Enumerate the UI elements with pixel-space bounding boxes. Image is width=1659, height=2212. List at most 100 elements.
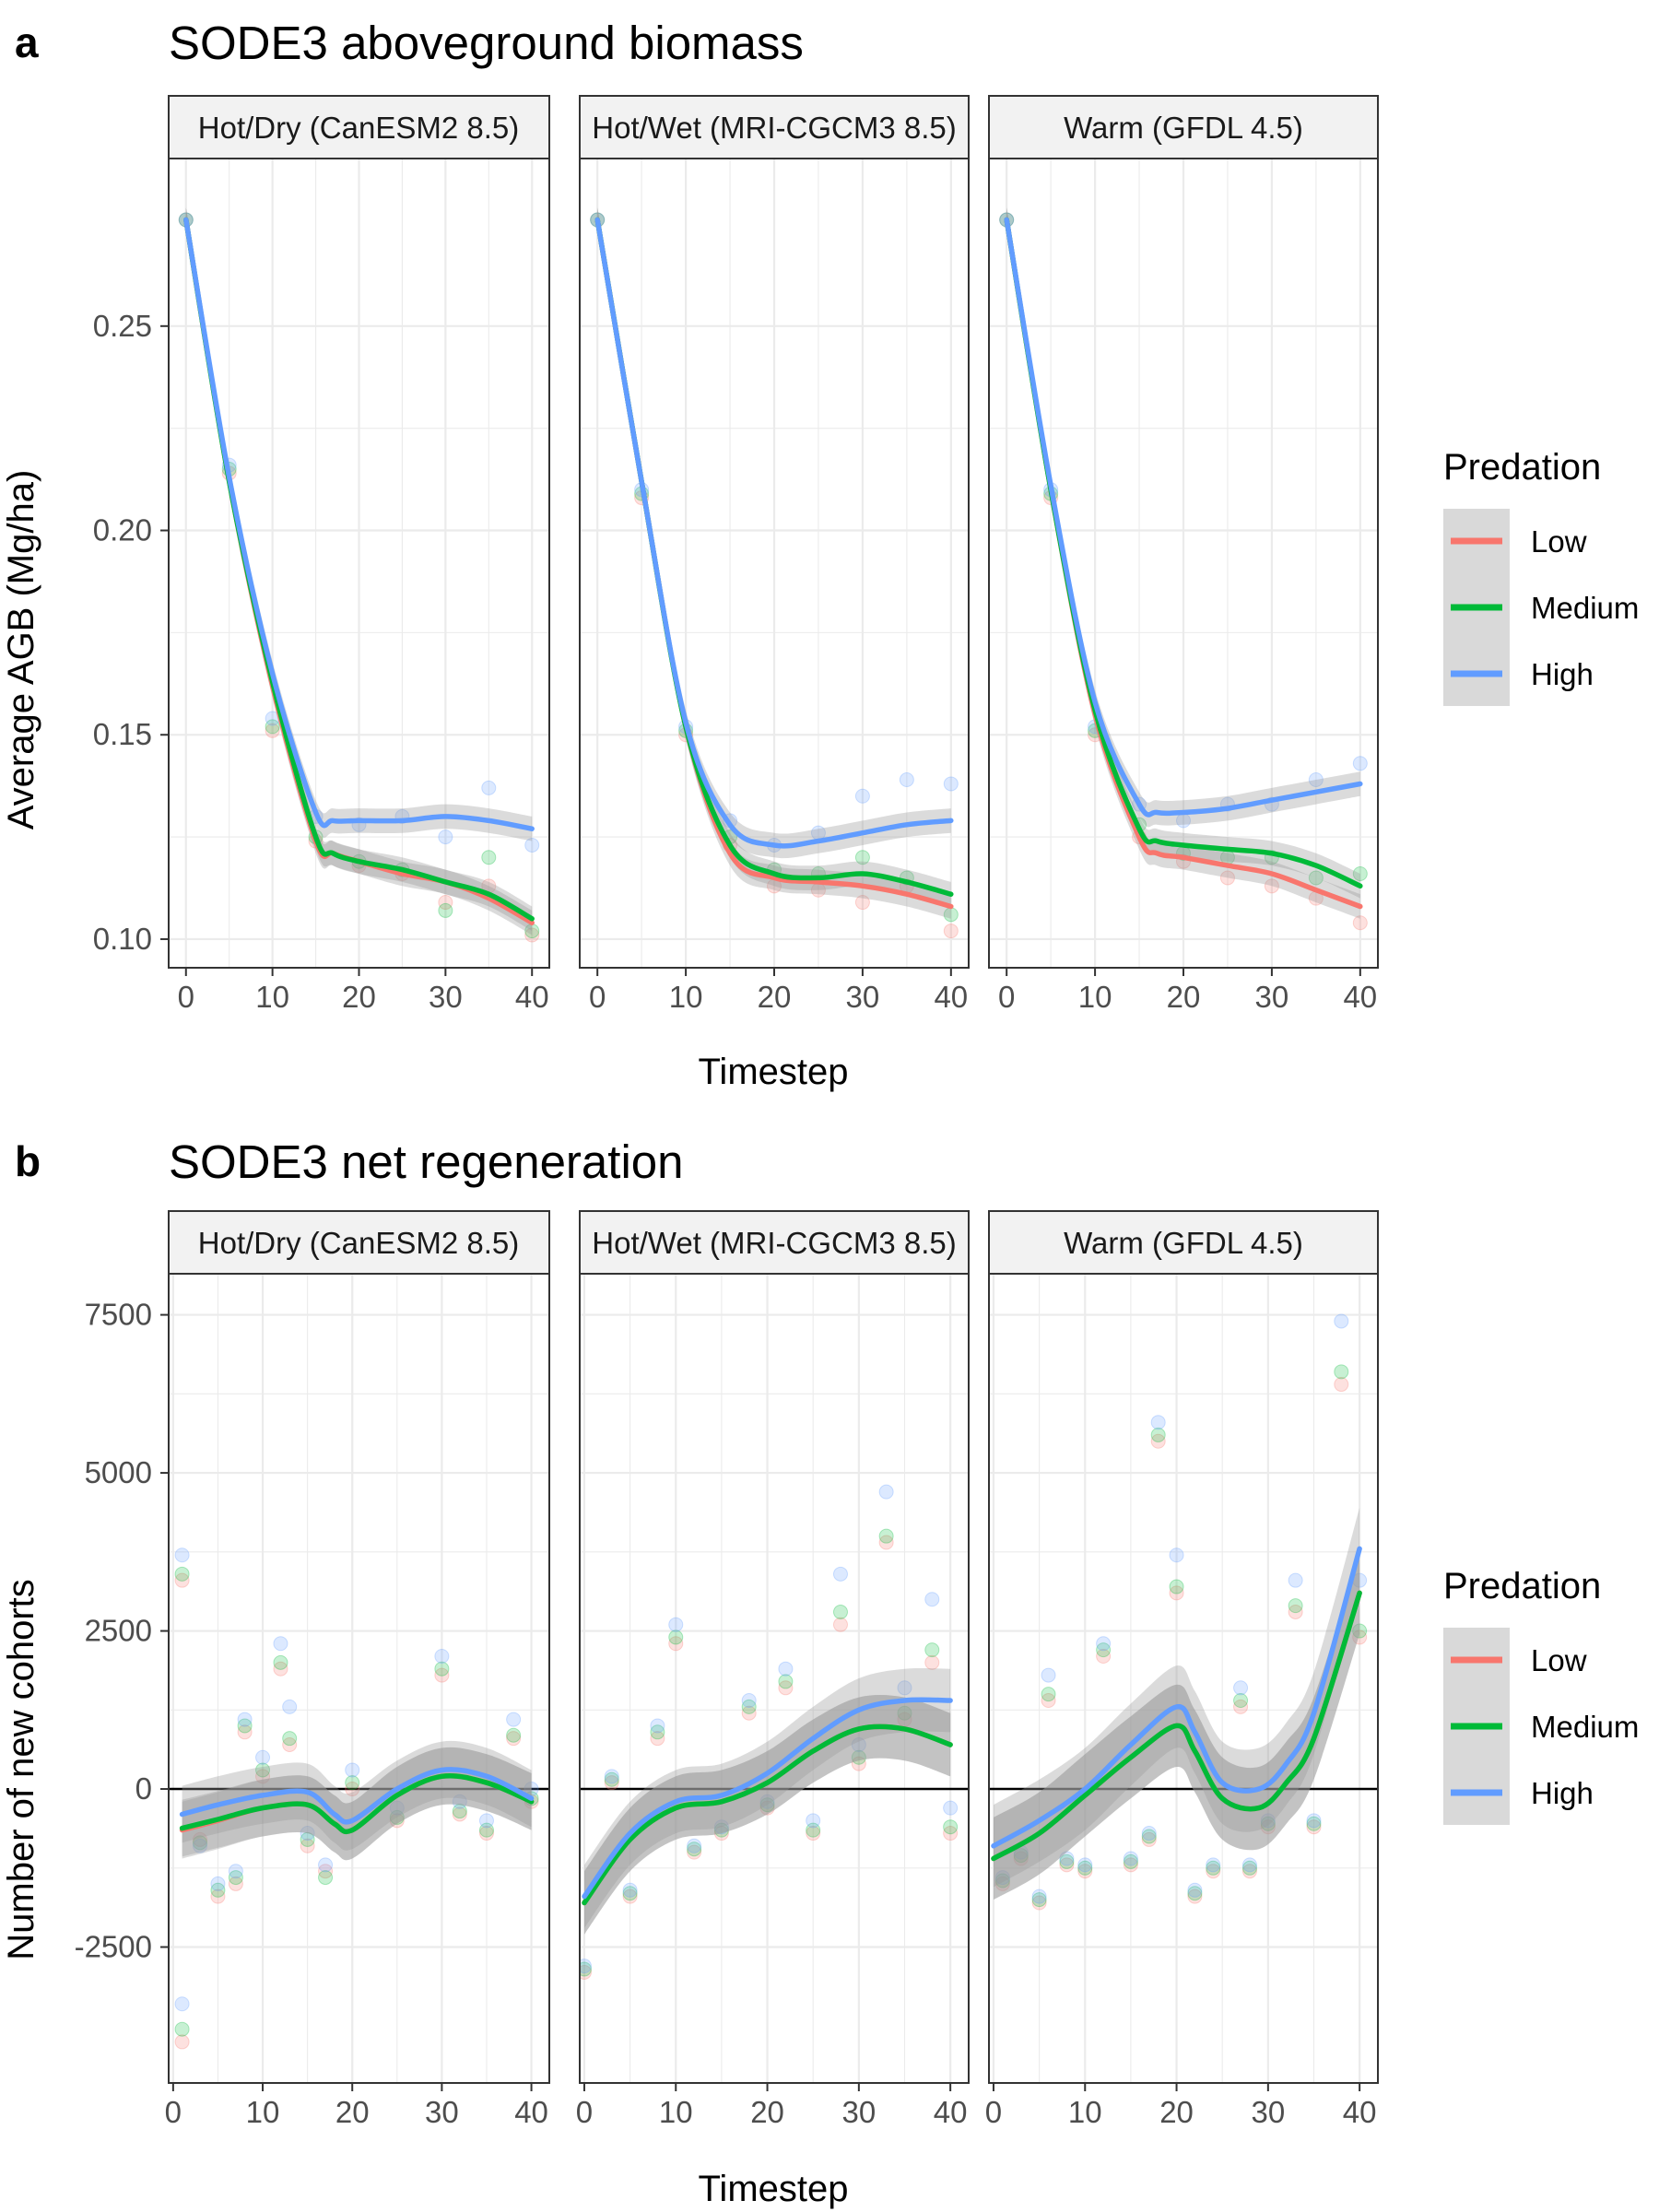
data-point-medium xyxy=(897,1705,912,1721)
data-point-low xyxy=(452,1806,467,1822)
data-point-low xyxy=(851,1756,866,1771)
data-point-medium xyxy=(434,1661,450,1677)
data-point-low xyxy=(650,1731,665,1747)
data-point-high xyxy=(1206,1857,1221,1873)
data-point-low xyxy=(1031,1895,1047,1911)
facet-panel-a-hot-dry: Hot/Dry (CanESM2 8.5) 0 10 20 30 40 xyxy=(168,95,550,1014)
y-tick-label: 0.15 xyxy=(93,717,152,751)
data-point-low xyxy=(265,723,280,738)
data-point-high xyxy=(1041,1667,1056,1683)
data-point-low xyxy=(1013,1851,1029,1866)
x-axis-title-a: Timestep xyxy=(698,1052,848,1092)
data-point-high xyxy=(994,1870,1010,1886)
data-point-high xyxy=(1169,1547,1184,1563)
x-tick-label: 30 xyxy=(846,980,880,1014)
legend-label-low: Low xyxy=(1531,1643,1587,1677)
y-axis-b: -2500 0 2500 5000 7500 xyxy=(75,1298,169,1964)
confidence-band-medium xyxy=(584,1694,951,1935)
data-point-low xyxy=(210,1888,226,1904)
gridlines xyxy=(169,1274,549,2083)
facet-panel-a-warm: Warm (GFDL 4.5) 0 10 20 30 40 xyxy=(988,95,1379,1014)
plot-content xyxy=(999,207,1368,931)
gridlines xyxy=(989,1274,1378,2083)
legend-label-medium: Medium xyxy=(1531,591,1639,625)
data-point-high xyxy=(878,1484,894,1500)
y-tick-label: 0.10 xyxy=(93,922,152,956)
data-point-medium xyxy=(282,1731,298,1747)
data-point-medium xyxy=(994,1873,1010,1888)
x-tick-label: 40 xyxy=(515,980,549,1014)
data-point-medium xyxy=(1031,1892,1047,1908)
data-point-low xyxy=(806,1826,821,1841)
facet-strip-background xyxy=(168,95,550,159)
data-point-low xyxy=(897,1712,912,1727)
data-point-medium xyxy=(943,1819,959,1835)
data-point-high xyxy=(1096,1636,1112,1652)
data-point-high xyxy=(452,1794,467,1809)
data-point-medium xyxy=(174,1566,190,1582)
x-tick-label: 0 xyxy=(178,980,194,1014)
x-tick-label: 30 xyxy=(1251,2095,1285,2129)
legend-item-high: High xyxy=(1443,640,1594,706)
points-medium xyxy=(174,1566,539,2037)
data-point-high xyxy=(174,1547,190,1563)
data-point-high xyxy=(924,1592,940,1607)
legend-item-low: Low xyxy=(1443,509,1587,573)
series-line-medium xyxy=(582,1724,953,1906)
data-point-high xyxy=(854,788,870,804)
points-medium xyxy=(994,1364,1368,1908)
data-point-high xyxy=(434,1648,450,1664)
data-point-medium xyxy=(1123,1853,1138,1869)
legend-label-high: High xyxy=(1531,657,1594,691)
data-point-medium xyxy=(1169,1579,1184,1594)
facet-panel-b-hot-dry: Hot/Dry (CanESM2 8.5) 0 10 20 30 40 xyxy=(165,1210,550,2129)
chart-title-a: SODE3 aboveground biomass xyxy=(169,17,804,69)
legend-title: Predation xyxy=(1443,1566,1601,1606)
data-point-medium xyxy=(506,1727,522,1743)
data-point-high xyxy=(1077,1857,1093,1873)
data-point-low xyxy=(1306,1819,1322,1835)
data-point-high xyxy=(438,830,453,845)
data-point-high xyxy=(897,1680,912,1696)
panel-letter-a: a xyxy=(15,18,39,66)
data-point-medium xyxy=(759,1797,775,1813)
y-axis-title-a: Average AGB (Mg/ha) xyxy=(1,470,41,830)
data-point-medium xyxy=(1187,1886,1203,1901)
legend-item-low: Low xyxy=(1443,1628,1587,1692)
data-point-high xyxy=(273,1636,288,1652)
points-low xyxy=(994,1377,1368,1911)
y-tick-label: 0 xyxy=(135,1771,152,1806)
data-point-medium xyxy=(622,1886,638,1901)
x-axis: 0 10 20 30 40 xyxy=(165,2083,548,2129)
data-point-high xyxy=(210,1876,226,1891)
legend-a: Predation Low Medium High xyxy=(1443,447,1639,706)
legend-label-medium: Medium xyxy=(1531,1710,1639,1744)
data-point-medium xyxy=(1352,866,1368,882)
series-line-medium xyxy=(179,1772,535,1835)
facet-strip-background xyxy=(988,95,1379,159)
plot-area xyxy=(579,1273,970,2084)
data-point-high xyxy=(806,1813,821,1829)
x-tick-label: 10 xyxy=(1078,980,1112,1014)
data-point-low xyxy=(524,927,540,943)
x-tick-label: 0 xyxy=(589,980,606,1014)
data-point-medium xyxy=(854,850,870,865)
data-point-high xyxy=(300,1826,315,1841)
plot-area xyxy=(168,1273,550,2084)
data-point-low xyxy=(943,924,959,939)
data-point-high xyxy=(1123,1851,1138,1866)
x-tick-label: 20 xyxy=(750,2095,784,2129)
facet-panel-b-warm: Warm (GFDL 4.5) 0 10 20 30 40 xyxy=(985,1210,1379,2129)
y-tick-label: 2500 xyxy=(85,1614,152,1648)
data-point-low xyxy=(668,1636,684,1652)
data-point-low xyxy=(580,1964,592,1980)
facet-strip: Warm (GFDL 4.5) xyxy=(988,95,1379,159)
x-tick-label: 30 xyxy=(1255,980,1289,1014)
legend-title: Predation xyxy=(1443,447,1601,488)
data-point-low xyxy=(1260,1819,1276,1835)
panel-border xyxy=(579,1273,970,2084)
y-tick-label: 0.20 xyxy=(93,513,152,547)
data-point-high xyxy=(1260,1813,1276,1829)
facet-strip-background xyxy=(579,95,970,159)
